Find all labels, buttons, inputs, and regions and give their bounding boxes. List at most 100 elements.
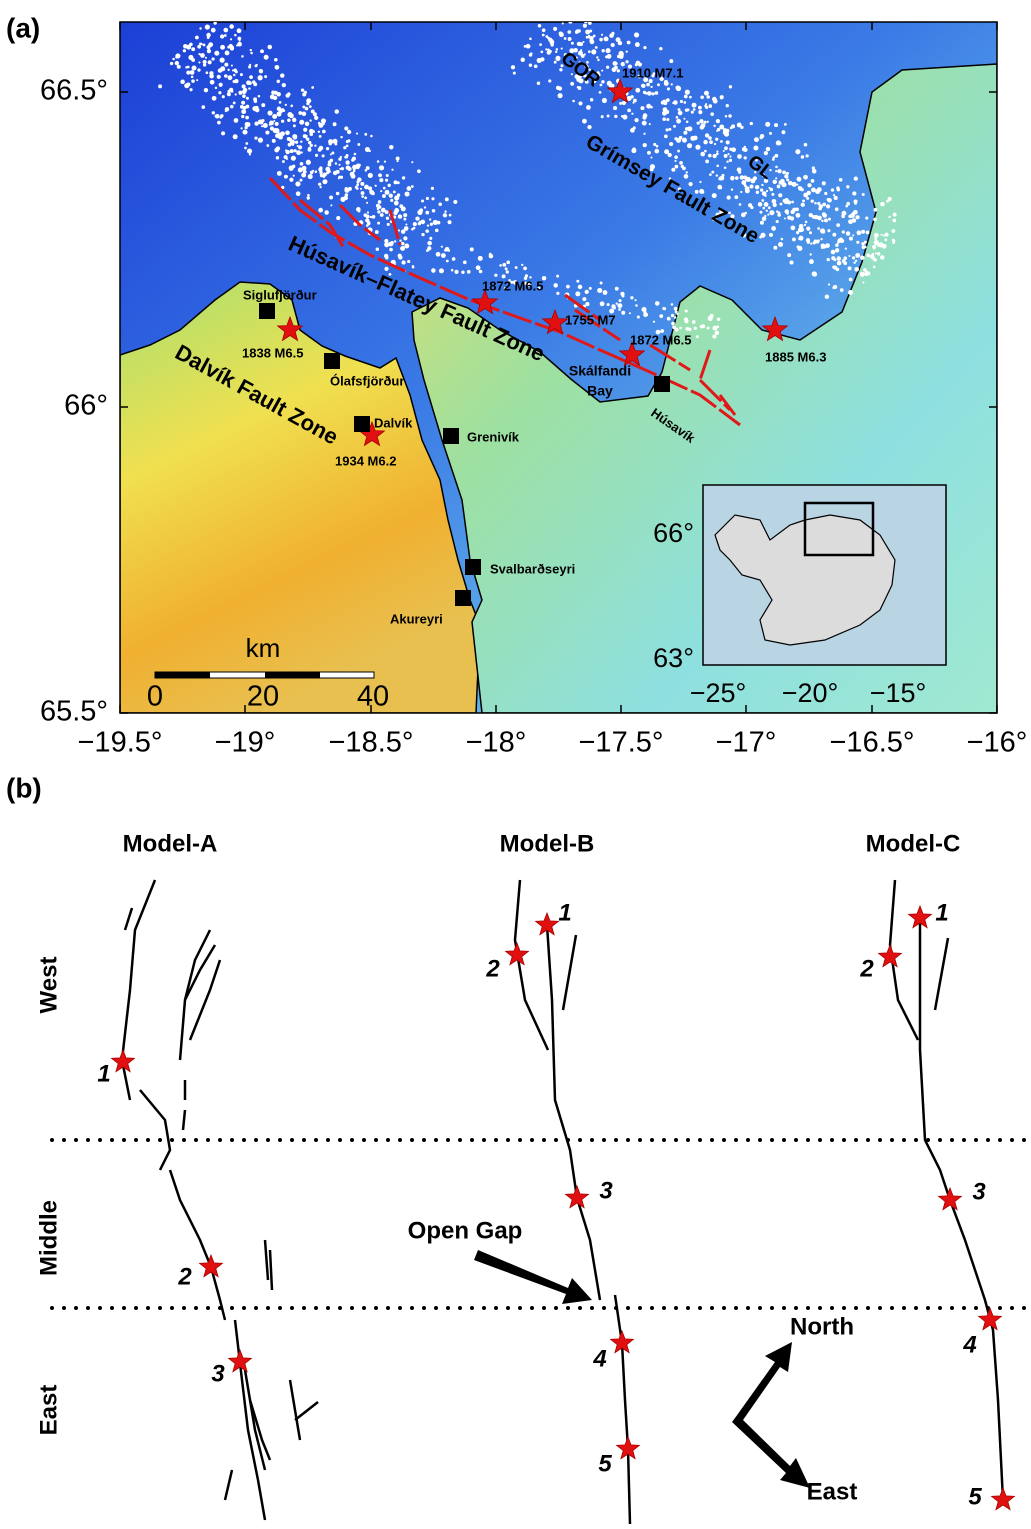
- seismic-event: [874, 233, 879, 238]
- seismic-event: [282, 160, 285, 163]
- seismic-event: [727, 153, 729, 155]
- seismic-event: [621, 311, 625, 315]
- seismic-event: [230, 46, 234, 50]
- model-title: Model-A: [123, 830, 218, 857]
- seismic-event: [724, 132, 729, 137]
- epicenter-star: [566, 1186, 589, 1208]
- earthquake-label: 1934 M6.2: [335, 453, 396, 468]
- seismic-event: [846, 185, 849, 188]
- seismic-event: [266, 144, 269, 147]
- seismic-event: [286, 158, 288, 160]
- town-label: Ólafsfjörður: [330, 373, 404, 388]
- seismic-event: [764, 151, 768, 155]
- seismic-event: [234, 118, 239, 123]
- seismic-event: [613, 61, 618, 66]
- seismic-event: [760, 136, 763, 139]
- seismic-event: [411, 161, 413, 163]
- seismic-event: [703, 140, 707, 144]
- seismic-event: [258, 95, 261, 98]
- seismic-event: [319, 171, 323, 175]
- seismic-event: [731, 188, 733, 190]
- seismic-event: [805, 154, 808, 157]
- seismic-event: [679, 327, 682, 330]
- seismic-event: [801, 203, 805, 207]
- seismic-event: [837, 261, 842, 266]
- seismic-event: [411, 228, 414, 231]
- seismic-event: [631, 113, 633, 115]
- seismic-event: [762, 191, 767, 196]
- seismic-event: [730, 127, 733, 130]
- seismic-event: [812, 166, 815, 169]
- star-number: 1: [558, 899, 571, 926]
- seismic-event: [802, 199, 805, 202]
- seismic-event: [674, 155, 678, 159]
- seismic-event: [774, 123, 778, 127]
- seismic-event: [790, 210, 794, 214]
- seismic-event: [622, 115, 627, 120]
- seismic-event: [806, 197, 809, 200]
- seismic-event: [441, 246, 443, 248]
- seismic-event: [873, 218, 877, 222]
- seismic-event: [279, 101, 282, 104]
- fault-line: [183, 1110, 185, 1130]
- seismic-event: [405, 224, 407, 226]
- seismic-event: [667, 87, 670, 90]
- seismic-event: [358, 210, 361, 213]
- seismic-event: [881, 234, 883, 236]
- seismic-event: [435, 229, 439, 233]
- seismic-event: [401, 260, 405, 264]
- seismic-event: [845, 247, 847, 249]
- model-title: Model-B: [500, 830, 595, 857]
- seismic-event: [324, 210, 329, 215]
- seismic-event: [646, 83, 650, 87]
- seismic-event: [893, 213, 897, 217]
- x-tick-label: −18°: [466, 727, 527, 759]
- seismic-event: [791, 225, 796, 230]
- seismic-event: [291, 143, 294, 146]
- seismic-event: [347, 130, 351, 134]
- seismic-event: [376, 247, 379, 250]
- seismic-event: [538, 24, 542, 28]
- seismic-event: [836, 268, 840, 272]
- segment-label: West: [35, 957, 62, 1014]
- seismic-event: [768, 187, 770, 189]
- seismic-event: [427, 241, 432, 246]
- seismic-event: [248, 65, 251, 68]
- seismic-event: [772, 158, 775, 161]
- seismic-event: [575, 291, 580, 296]
- seismic-event: [338, 177, 340, 179]
- seismic-event: [679, 161, 683, 165]
- seismic-event: [175, 61, 179, 65]
- seismic-event: [843, 261, 847, 265]
- seismic-event: [276, 156, 279, 159]
- seismic-event: [891, 229, 895, 233]
- seismic-event: [611, 84, 615, 88]
- seismic-event: [329, 195, 333, 199]
- seismic-event: [671, 322, 675, 326]
- seismic-event: [616, 37, 621, 42]
- star-number: 3: [211, 1360, 225, 1387]
- seismic-event: [298, 145, 302, 149]
- seismic-event: [201, 105, 205, 109]
- seismic-event: [875, 252, 877, 254]
- seismic-event: [839, 178, 843, 182]
- seismic-event: [175, 53, 180, 58]
- seismic-event: [364, 133, 367, 136]
- seismic-event: [645, 313, 648, 316]
- inset-y-label: 66°: [653, 518, 694, 548]
- seismic-event: [621, 115, 624, 118]
- seismic-event: [861, 230, 865, 234]
- seismic-event: [506, 261, 510, 265]
- seismic-event: [762, 216, 767, 221]
- seismic-event: [578, 285, 583, 290]
- seismic-event: [331, 152, 334, 155]
- seismic-event: [629, 312, 631, 314]
- seismic-event: [865, 217, 868, 220]
- seismic-event: [795, 149, 800, 154]
- seismic-event: [634, 32, 639, 37]
- seismic-event: [856, 241, 859, 244]
- seismic-event: [812, 271, 817, 276]
- seismic-event: [198, 53, 200, 55]
- seismic-event: [212, 96, 217, 101]
- seismic-event: [766, 190, 768, 192]
